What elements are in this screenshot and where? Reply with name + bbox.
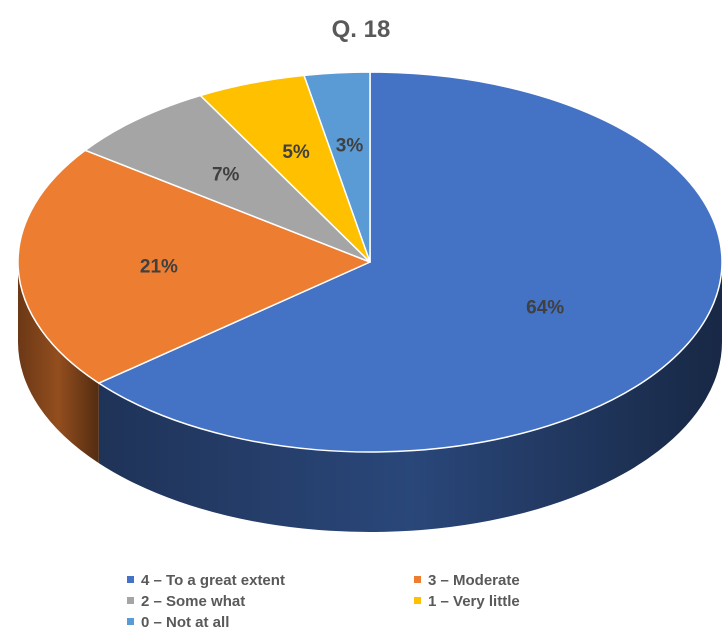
pie-side-3 — [18, 262, 99, 464]
pie-side-walls — [18, 262, 722, 533]
legend-swatch-3 — [414, 597, 421, 604]
legend-swatch-0 — [127, 576, 134, 583]
legend-swatch-2 — [127, 597, 134, 604]
pie-slice-2[interactable] — [84, 94, 371, 263]
slice-label-2: 7% — [212, 165, 240, 186]
pie-slice-0[interactable] — [98, 71, 722, 453]
legend-label-0: 4 – To a great extent — [141, 572, 285, 589]
chart-title: Q. 18 — [331, 16, 391, 43]
pie-slice-1[interactable] — [17, 149, 371, 384]
legend-item-2: 2 – Some what — [127, 593, 245, 611]
legend-item-3: 1 – Very little — [414, 593, 520, 611]
pie-slices — [17, 71, 722, 453]
legend-item-0: 4 – To a great extent — [127, 572, 285, 590]
pie-slice-4[interactable] — [303, 71, 371, 263]
slice-label-1: 21% — [140, 257, 178, 278]
slice-labels: 64% 21% 7% 5% 3% — [140, 136, 564, 319]
legend-swatch-1 — [414, 576, 421, 583]
slice-label-0: 64% — [526, 298, 564, 319]
legend-item-1: 3 – Moderate — [414, 572, 520, 590]
legend-label-1: 3 – Moderate — [428, 572, 520, 589]
pie-side-4 — [98, 262, 722, 533]
legend-item-4: 0 – Not at all — [127, 614, 229, 632]
slice-label-4: 3% — [336, 136, 364, 157]
slice-label-3: 5% — [282, 142, 310, 163]
legend-swatch-4 — [127, 618, 134, 625]
legend-label-3: 1 – Very little — [428, 593, 520, 610]
legend-label-2: 2 – Some what — [141, 593, 246, 610]
legend-label-4: 0 – Not at all — [141, 614, 230, 631]
